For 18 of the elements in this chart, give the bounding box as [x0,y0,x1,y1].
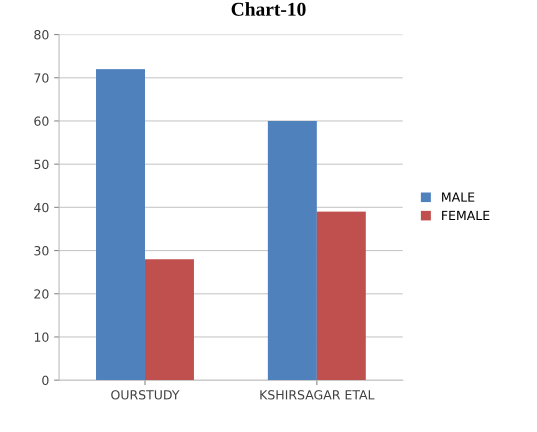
y-tick-label: 40 [34,202,49,212]
legend-label: MALE [442,192,474,202]
y-tick-label: 80 [34,30,49,40]
bar [96,69,145,380]
y-tick-label: 10 [34,332,49,342]
y-tick-label: 70 [34,73,49,83]
bar [144,259,194,380]
chart-title: Chart-10 [232,2,306,16]
y-tick-label: 30 [34,246,49,256]
y-tick-label: 60 [34,116,49,126]
x-tick-label: KSHIRSAGAR ETAL [260,390,374,400]
y-tick-label: 0 [42,376,49,386]
bar [268,120,317,380]
legend-label: FEMALE [442,210,490,220]
x-tick-label: OURSTUDY [111,390,180,400]
y-tick-label: 20 [34,289,49,299]
bar [316,212,366,380]
y-tick-label: 50 [34,160,49,170]
